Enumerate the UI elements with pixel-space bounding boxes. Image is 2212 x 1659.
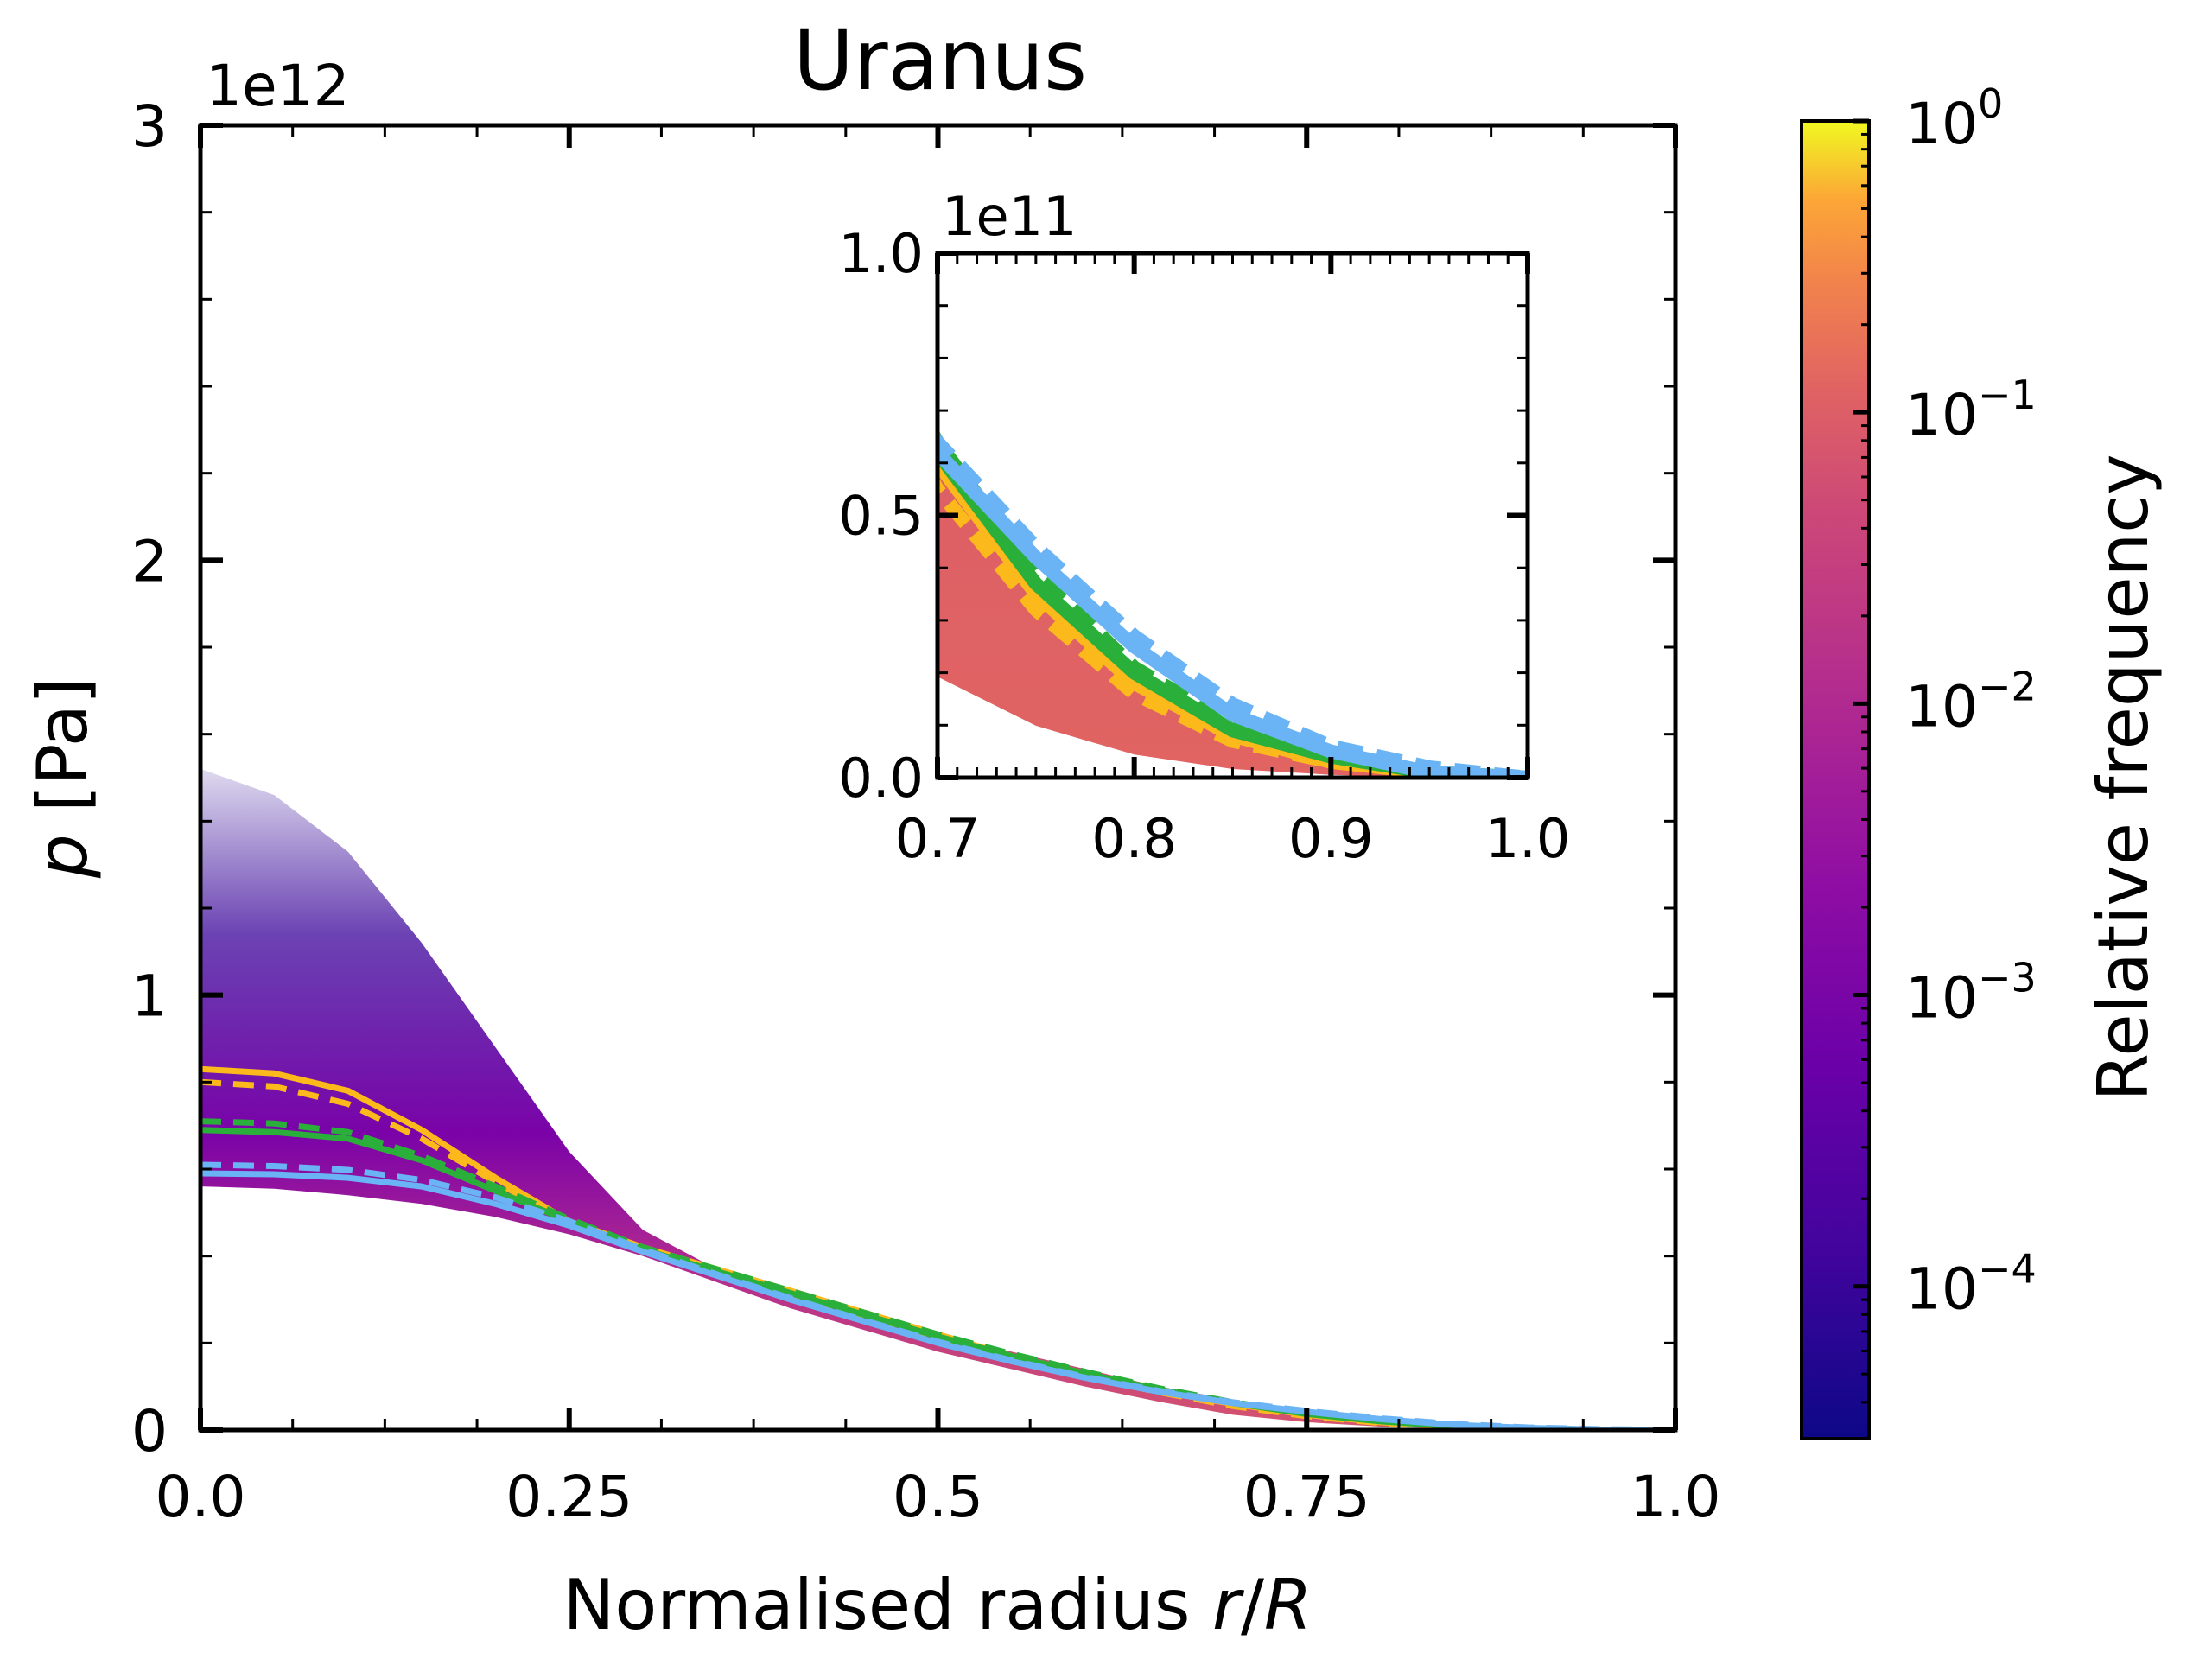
series-line-4 — [200, 1170, 1675, 1430]
series-lines — [200, 1065, 1675, 1430]
inset-y-tick-label: 0.0 — [838, 747, 924, 810]
main-axis-ticks: 0.0 0.25 0.5 0.75 1.0 0 1 2 3 — [131, 93, 1720, 1530]
x-tick-label: 0.25 — [505, 1464, 632, 1530]
y-axis-label: p [Pa] — [22, 677, 103, 879]
colorbar-tick-label: 10−4 — [1905, 1246, 2037, 1323]
colorbar-tick-label: 100 — [1905, 80, 2003, 157]
inset-series-line-4 — [938, 441, 1528, 778]
series-line-5 — [200, 1161, 1675, 1430]
inset-y-offset-label: 1e11 — [942, 185, 1077, 248]
colorbar-ticks: 100 10−1 10−2 10−3 10−4 — [1853, 80, 2037, 1440]
chart-title: Uranus — [793, 12, 1087, 109]
inset-frame — [935, 251, 1530, 780]
x-tick-label: 1.0 — [1630, 1464, 1721, 1530]
inset-density-band — [938, 447, 1528, 778]
inset-series-lines — [938, 428, 1528, 778]
colorbar-tick-label: 10−1 — [1905, 372, 2037, 448]
inset-x-tick-label: 0.7 — [895, 807, 981, 870]
inset-y-tick-label: 0.5 — [838, 485, 924, 548]
y-tick-label: 2 — [131, 528, 168, 594]
main-plot-frame — [198, 123, 1678, 1433]
y-tick-label: 3 — [131, 93, 168, 160]
density-band — [200, 768, 1675, 1430]
colorbar — [1800, 119, 1871, 1440]
x-axis-label: Normalised radius r/R — [563, 1565, 1313, 1645]
y-tick-label: 0 — [131, 1398, 168, 1465]
colorbar-label: Relative frequency — [2083, 454, 2164, 1101]
x-tick-label: 0.75 — [1243, 1464, 1370, 1530]
colorbar-tick-label: 10−2 — [1905, 663, 2037, 740]
x-tick-label: 0.5 — [893, 1464, 983, 1530]
inset-series-line-5 — [938, 429, 1528, 778]
x-tick-label: 0.0 — [156, 1464, 246, 1530]
inset-x-tick-label: 0.8 — [1091, 807, 1177, 870]
colorbar-tick-label: 10−3 — [1905, 955, 2037, 1032]
inset-x-tick-label: 1.0 — [1485, 807, 1571, 870]
density-band-area — [200, 768, 1675, 1430]
inset-y-tick-label: 1.0 — [838, 222, 924, 285]
inset-density-band-area — [938, 447, 1528, 778]
y-tick-label: 1 — [131, 963, 168, 1030]
inset-series-line-3 — [938, 428, 1528, 778]
y-offset-label: 1e12 — [206, 53, 350, 119]
series-line-3 — [200, 1118, 1675, 1430]
inset-series-line-1 — [938, 475, 1528, 778]
inset-x-tick-label: 0.9 — [1288, 807, 1374, 870]
